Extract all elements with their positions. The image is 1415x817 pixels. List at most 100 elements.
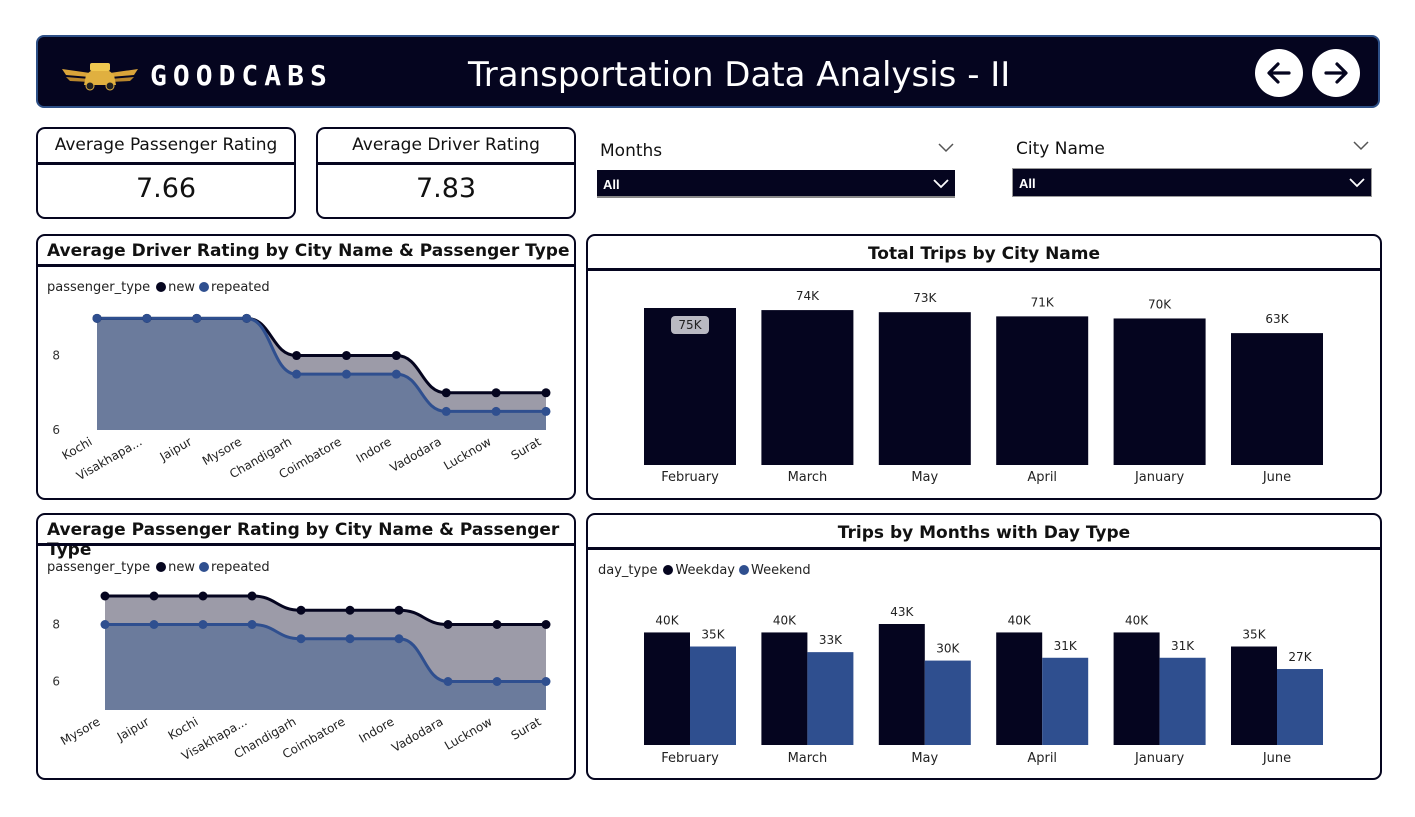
x-tick-label: Kochi bbox=[60, 434, 95, 462]
legend-repeated-marker bbox=[199, 562, 210, 572]
divider bbox=[38, 162, 294, 165]
bar-weekend bbox=[1159, 657, 1206, 745]
point-repeated bbox=[341, 369, 351, 379]
forward-button[interactable] bbox=[1312, 49, 1360, 97]
x-tick-label: Mysore bbox=[58, 714, 102, 748]
legend-weekend: Weekend bbox=[750, 563, 811, 578]
legend-new-marker bbox=[156, 562, 167, 572]
data-label: 74K bbox=[796, 289, 820, 303]
bar-weekend bbox=[807, 652, 854, 745]
divider bbox=[318, 162, 574, 165]
data-label: 75K bbox=[678, 318, 702, 332]
point-repeated bbox=[491, 406, 501, 416]
point-repeated bbox=[541, 406, 551, 416]
bar-weekday bbox=[1113, 632, 1160, 745]
x-tick-label: February bbox=[661, 751, 719, 766]
point-repeated bbox=[142, 313, 152, 323]
line-new bbox=[105, 594, 546, 626]
point-repeated bbox=[345, 634, 355, 644]
back-button[interactable] bbox=[1255, 49, 1303, 97]
city-dropdown[interactable]: All bbox=[1012, 168, 1372, 197]
bar bbox=[761, 310, 854, 465]
header-banner: GOODCABS Transportation Data Analysis - … bbox=[36, 35, 1380, 108]
point-repeated bbox=[192, 313, 202, 323]
point-new bbox=[541, 388, 551, 398]
line-repeated bbox=[96, 316, 546, 413]
legend-new: new bbox=[168, 560, 196, 575]
x-tick-label: Lucknow bbox=[441, 434, 494, 472]
x-tick-label: January bbox=[1134, 751, 1185, 766]
chart-legend: passenger_type new repeated bbox=[47, 560, 270, 575]
back-arrow-icon bbox=[1267, 62, 1291, 84]
point-repeated bbox=[541, 677, 551, 686]
bar bbox=[1231, 333, 1323, 465]
driver-rating-panel: Average Driver Rating by City Name & Pas… bbox=[36, 234, 576, 500]
point-new bbox=[341, 351, 351, 361]
legend-repeated: repeated bbox=[211, 280, 270, 295]
total-trips-panel: Total Trips by City Name 75K February 74K M… bbox=[586, 234, 1382, 500]
x-tick-label: Jaipur bbox=[157, 434, 195, 464]
x-tick-label: June bbox=[1262, 751, 1291, 766]
point-repeated bbox=[394, 634, 404, 644]
point-new bbox=[149, 591, 159, 601]
area-repeated bbox=[105, 624, 546, 710]
y-tick-label: 6 bbox=[52, 423, 60, 437]
data-label: 63K bbox=[1265, 312, 1289, 326]
data-label: 30K bbox=[936, 642, 960, 656]
data-label: 71K bbox=[1031, 295, 1055, 309]
point-repeated bbox=[242, 313, 252, 323]
legend-title: passenger_type bbox=[47, 280, 151, 295]
x-tick-label: April bbox=[1027, 470, 1057, 485]
data-label: 70K bbox=[1148, 297, 1172, 311]
trips-by-daytype-bar-chart: 40K 35K February 40K 33K March 43K 30K May 40K 31K… bbox=[644, 605, 1323, 766]
forward-arrow-icon bbox=[1324, 62, 1348, 84]
x-tick-label: Lucknow bbox=[442, 714, 495, 752]
chevron-down-icon[interactable] bbox=[938, 143, 954, 153]
data-label: 73K bbox=[913, 291, 937, 305]
chart-title: Total Trips by City Name bbox=[867, 244, 1101, 264]
bar-weekday bbox=[996, 632, 1043, 745]
point-new bbox=[345, 605, 355, 615]
x-tick-label: Surat bbox=[509, 714, 544, 742]
point-repeated bbox=[391, 369, 401, 379]
city-slicer-label: City Name bbox=[1016, 139, 1105, 159]
x-tick-label: Surat bbox=[509, 434, 544, 462]
x-tick-label: May bbox=[911, 470, 938, 485]
point-new bbox=[491, 388, 501, 398]
point-repeated bbox=[292, 369, 302, 379]
data-label-badge bbox=[671, 316, 709, 334]
point-new bbox=[492, 620, 502, 629]
passenger-rating-panel: Average Passenger Rating by City Name & … bbox=[36, 513, 576, 780]
bar bbox=[1113, 318, 1206, 465]
kpi-avg-passenger-rating: Average Passenger Rating 7.66 bbox=[36, 127, 296, 219]
page-title: Transportation Data Analysis - II bbox=[468, 55, 1011, 95]
legend-weekday-marker bbox=[663, 565, 674, 575]
data-label: 40K bbox=[655, 613, 679, 627]
bar-weekday bbox=[1231, 646, 1277, 745]
chevron-down-icon[interactable] bbox=[1353, 141, 1369, 151]
bar-weekend bbox=[924, 660, 971, 745]
point-new bbox=[292, 351, 302, 361]
kpi-label: Average Driver Rating bbox=[352, 135, 540, 155]
x-tick-label: March bbox=[788, 751, 828, 766]
data-label: 31K bbox=[1054, 639, 1078, 653]
line-repeated bbox=[104, 623, 546, 683]
kpi-label: Average Passenger Rating bbox=[54, 135, 278, 155]
chevron-down-icon bbox=[933, 179, 949, 189]
point-repeated bbox=[441, 406, 451, 416]
divider bbox=[588, 547, 1380, 550]
brand-name: GOODCABS bbox=[150, 59, 333, 92]
point-repeated bbox=[492, 677, 502, 686]
x-tick-label: January bbox=[1134, 470, 1185, 485]
bar bbox=[644, 308, 736, 465]
legend-repeated: repeated bbox=[211, 560, 270, 575]
point-repeated bbox=[198, 620, 208, 629]
point-repeated bbox=[100, 620, 110, 629]
bar-weekend bbox=[1042, 657, 1089, 745]
point-repeated bbox=[149, 620, 159, 629]
x-tick-label: June bbox=[1262, 470, 1291, 485]
data-label: 31K bbox=[1171, 639, 1195, 653]
months-dropdown[interactable]: All bbox=[597, 170, 955, 198]
chart-legend: passenger_type new repeated bbox=[47, 280, 270, 295]
